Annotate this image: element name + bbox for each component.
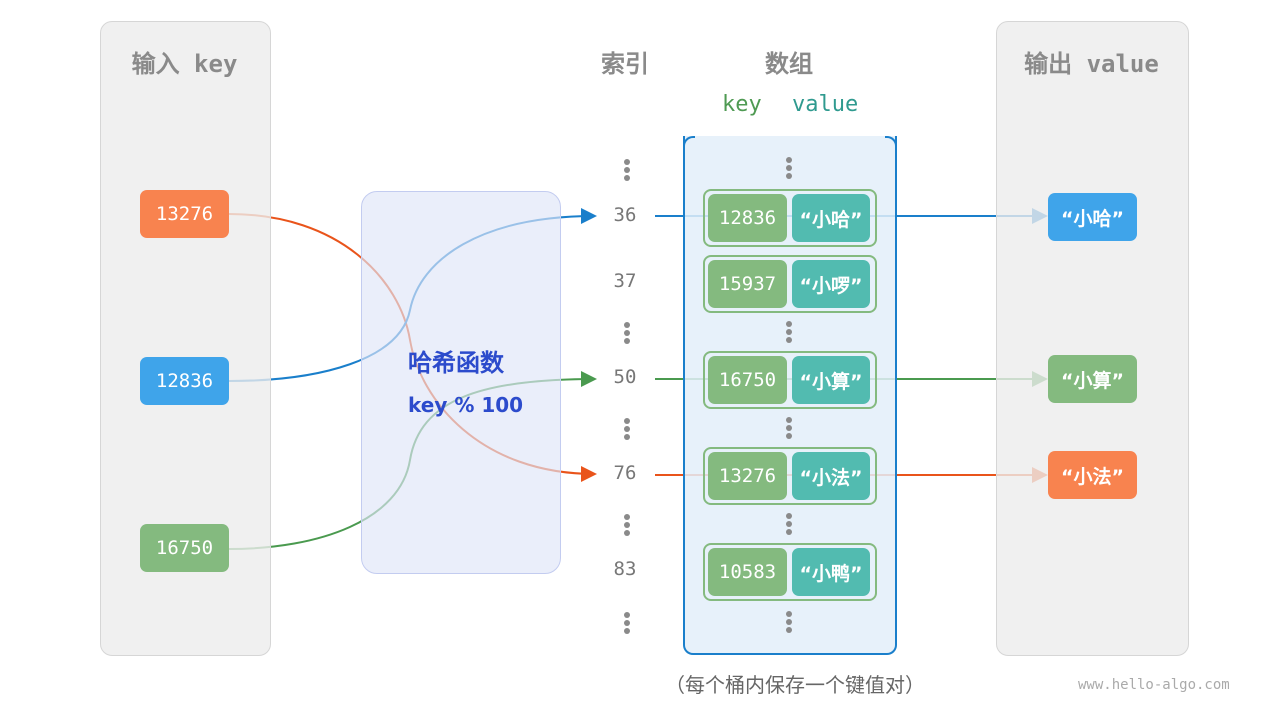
ellipsis-icon — [624, 418, 630, 442]
bucket-value: “小哈” — [792, 194, 870, 242]
ellipsis-icon — [624, 612, 630, 636]
hash-function-box — [361, 191, 561, 574]
output-value-xiaofa: “小法” — [1048, 451, 1137, 499]
array-corner — [885, 136, 897, 148]
array-corner — [683, 136, 695, 148]
hash-function-formula: key % 100 — [408, 393, 524, 417]
input-panel-title: 输入 key — [131, 50, 238, 78]
bucket-83: 10583 “小鸭” — [703, 543, 877, 601]
array-key-header: key — [722, 92, 762, 117]
bucket-value: “小法” — [792, 452, 870, 500]
index-50: 50 — [613, 366, 637, 388]
caption: （每个桶内保存一个键值对） — [665, 673, 925, 697]
output-panel — [996, 21, 1189, 656]
bucket-value: “小啰” — [792, 260, 870, 308]
output-panel-title: 输出 value — [1024, 50, 1159, 78]
index-36: 36 — [613, 204, 637, 226]
index-37: 37 — [613, 270, 637, 292]
bucket-50: 16750 “小算” — [703, 351, 877, 409]
array-title: 数组 — [765, 50, 813, 78]
hash-function-title: 哈希函数 — [408, 349, 504, 377]
input-key-16750: 16750 — [140, 524, 229, 572]
bucket-76: 13276 “小法” — [703, 447, 877, 505]
ellipsis-icon — [624, 159, 630, 183]
ellipsis-icon — [624, 514, 630, 538]
bucket-36: 12836 “小哈” — [703, 189, 877, 247]
array-value-header: value — [792, 92, 859, 117]
bucket-key: 15937 — [708, 260, 787, 308]
watermark: www.hello-algo.com — [1078, 677, 1230, 693]
ellipsis-icon — [786, 321, 792, 345]
ellipsis-icon — [786, 611, 792, 635]
bucket-key: 12836 — [708, 194, 787, 242]
ellipsis-icon — [786, 513, 792, 537]
bucket-37: 15937 “小啰” — [703, 255, 877, 313]
ellipsis-icon — [786, 417, 792, 441]
input-key-12836: 12836 — [140, 357, 229, 405]
bucket-value: “小算” — [792, 356, 870, 404]
ellipsis-icon — [786, 157, 792, 181]
bucket-key: 13276 — [708, 452, 787, 500]
output-value-xiaosuan: “小算” — [1048, 355, 1137, 403]
output-value-xiaoha: “小哈” — [1048, 193, 1137, 241]
bucket-value: “小鸭” — [792, 548, 870, 596]
input-key-13276: 13276 — [140, 190, 229, 238]
bucket-key: 10583 — [708, 548, 787, 596]
index-title: 索引 — [601, 50, 649, 78]
index-83: 83 — [613, 558, 637, 580]
ellipsis-icon — [624, 322, 630, 346]
bucket-key: 16750 — [708, 356, 787, 404]
index-76: 76 — [613, 462, 637, 484]
